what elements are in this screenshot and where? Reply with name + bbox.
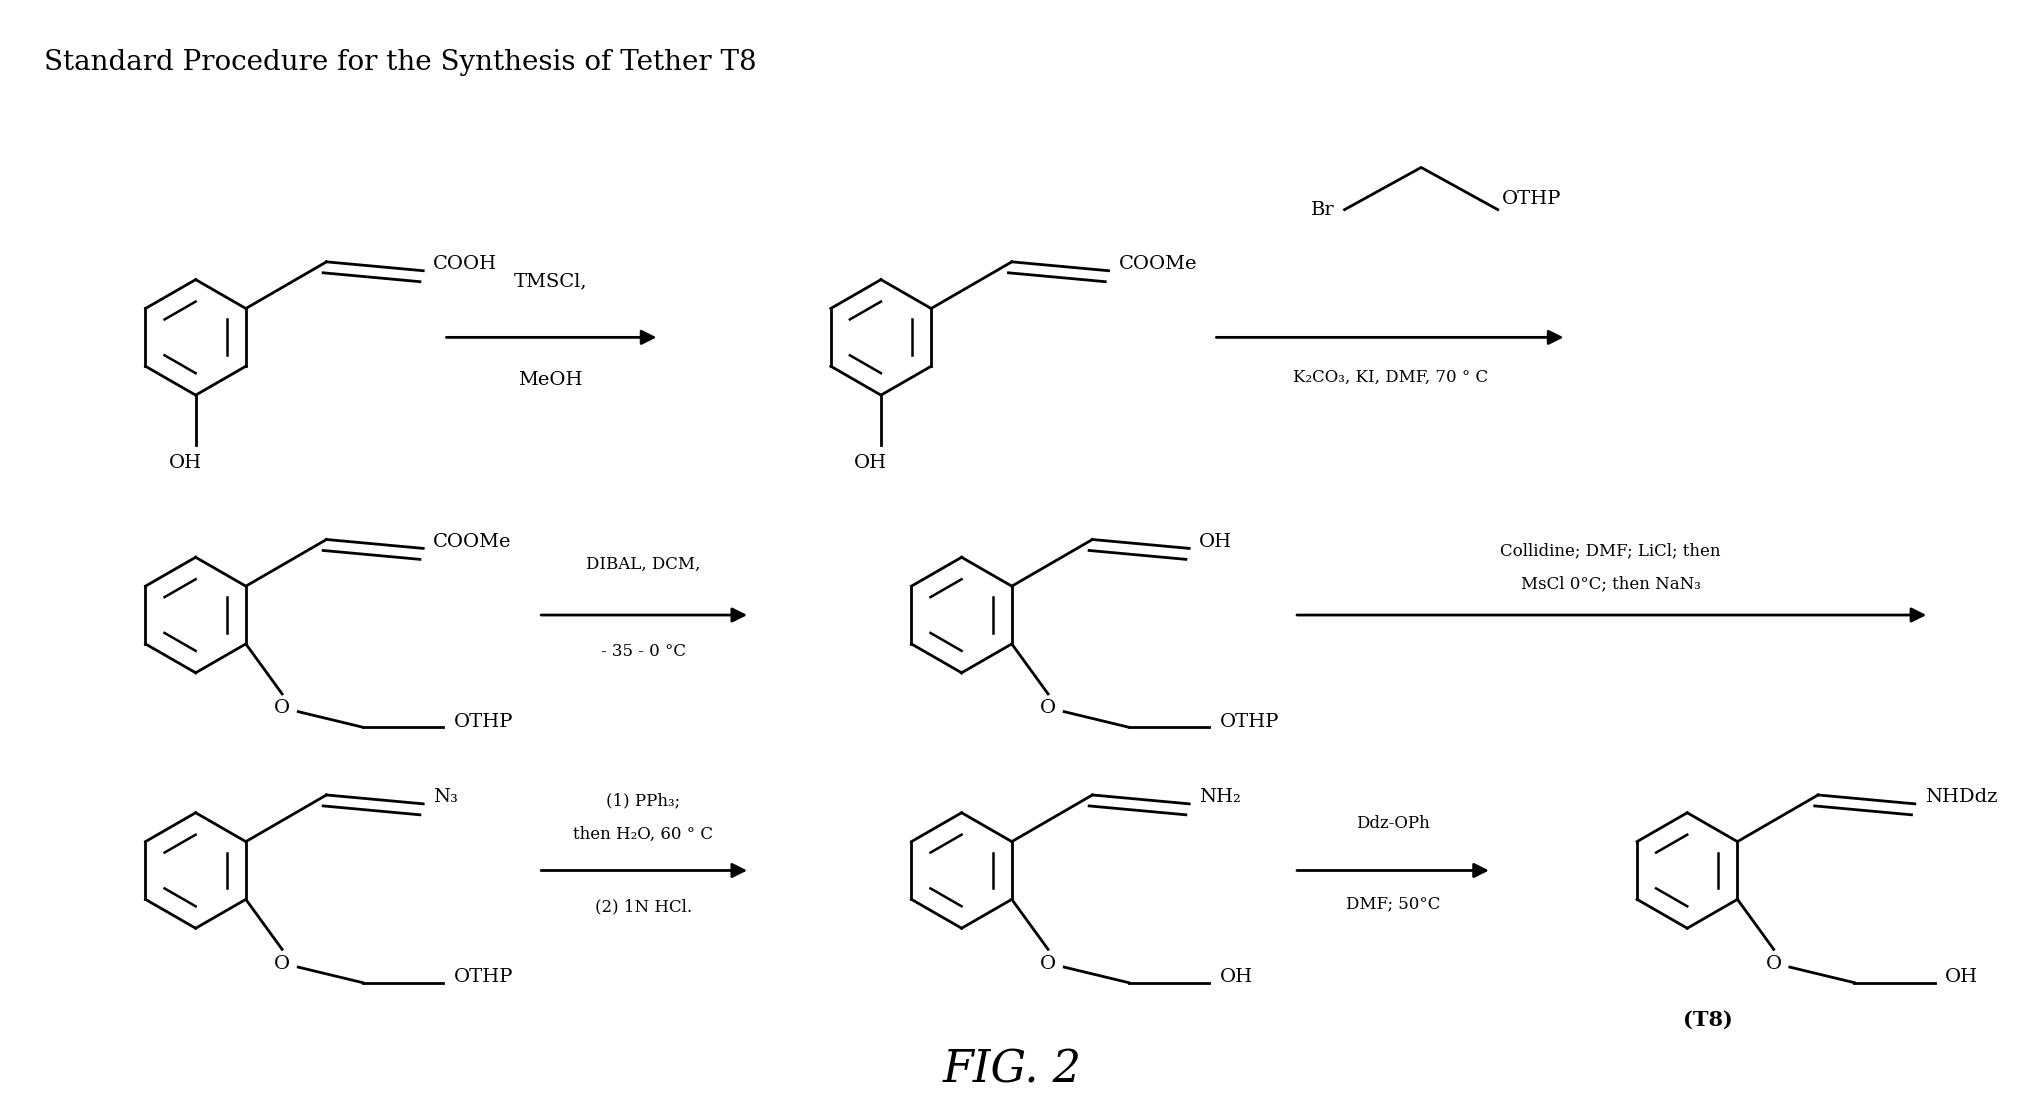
Text: O: O xyxy=(273,699,289,717)
Text: FIG. 2: FIG. 2 xyxy=(943,1049,1080,1091)
Text: N₃: N₃ xyxy=(433,788,457,806)
Text: Br: Br xyxy=(1311,200,1333,218)
Text: O: O xyxy=(1040,955,1056,972)
Text: TMSCl,: TMSCl, xyxy=(514,273,587,291)
Text: OH: OH xyxy=(854,454,886,472)
Text: NH₂: NH₂ xyxy=(1200,788,1240,806)
Text: Ddz-OPh: Ddz-OPh xyxy=(1355,815,1428,831)
Text: Standard Procedure for the Synthesis of Tether T8: Standard Procedure for the Synthesis of … xyxy=(45,48,757,76)
Text: (2) 1N HCl.: (2) 1N HCl. xyxy=(595,899,692,915)
Text: OTHP: OTHP xyxy=(453,968,512,986)
Text: Collidine; DMF; LiCl; then: Collidine; DMF; LiCl; then xyxy=(1499,543,1720,560)
Text: - 35 - 0 °C: - 35 - 0 °C xyxy=(601,642,686,660)
Text: DIBAL, DCM,: DIBAL, DCM, xyxy=(585,556,700,573)
Text: MeOH: MeOH xyxy=(518,370,583,388)
Text: O: O xyxy=(1764,955,1780,972)
Text: O: O xyxy=(273,955,289,972)
Text: OH: OH xyxy=(170,454,202,472)
Text: COOH: COOH xyxy=(433,255,498,273)
Text: K₂CO₃, KI, DMF, 70 ° C: K₂CO₃, KI, DMF, 70 ° C xyxy=(1293,368,1487,385)
Text: COOMe: COOMe xyxy=(433,533,512,551)
Text: OH: OH xyxy=(1218,968,1252,986)
Text: then H₂O, 60 ° C: then H₂O, 60 ° C xyxy=(573,826,712,843)
Text: (1) PPh₃;: (1) PPh₃; xyxy=(605,792,680,809)
Text: COOMe: COOMe xyxy=(1119,255,1196,273)
Text: O: O xyxy=(1040,699,1056,717)
Text: OTHP: OTHP xyxy=(453,713,512,731)
Text: NHDdz: NHDdz xyxy=(1924,788,1997,806)
Text: OH: OH xyxy=(1200,533,1232,551)
Text: OTHP: OTHP xyxy=(1218,713,1279,731)
Text: MsCl 0°C; then NaN₃: MsCl 0°C; then NaN₃ xyxy=(1519,576,1699,593)
Text: OTHP: OTHP xyxy=(1501,189,1560,207)
Text: OH: OH xyxy=(1944,968,1976,986)
Text: DMF; 50°C: DMF; 50°C xyxy=(1345,895,1440,912)
Text: (T8): (T8) xyxy=(1681,1009,1732,1029)
